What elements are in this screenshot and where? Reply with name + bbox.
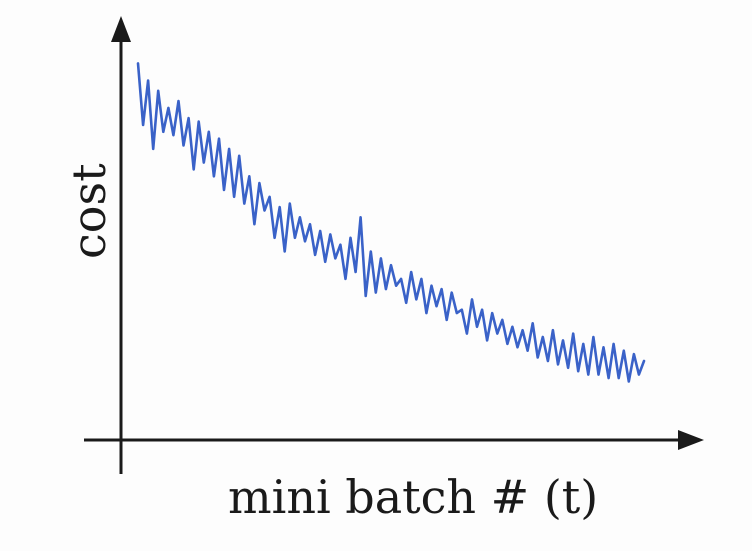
x-axis-label: mini batch # (t) (228, 470, 599, 524)
y-axis-arrowhead (111, 16, 131, 42)
y-axis-label: cost (62, 163, 116, 259)
series-line-0 (136, 62, 646, 383)
x-axis-arrowhead (678, 430, 704, 450)
series-layer (136, 62, 646, 383)
